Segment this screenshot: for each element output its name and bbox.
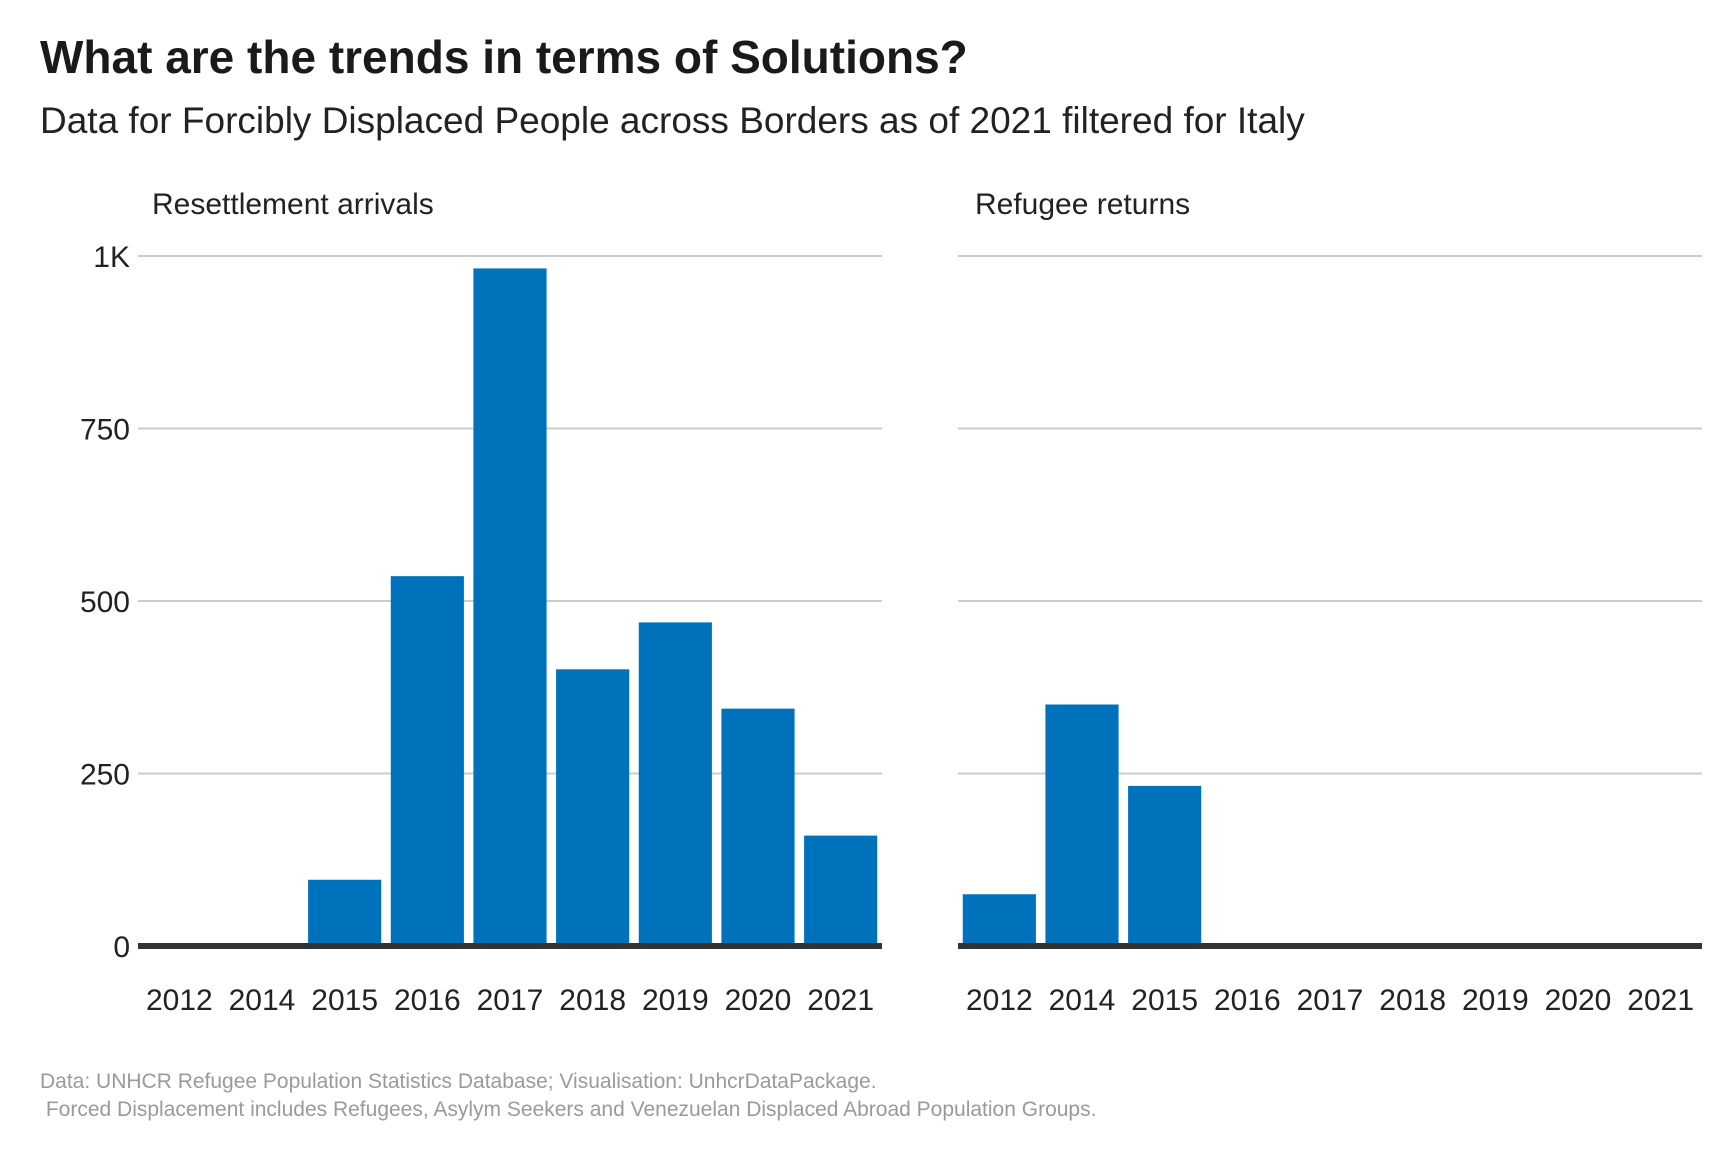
x-tick-label: 2021 — [807, 984, 874, 1017]
bar-returns-2012 — [962, 894, 1036, 946]
x-tick-label: 2018 — [1379, 984, 1446, 1017]
bar-resettlement-2015 — [308, 879, 382, 946]
chart-subtitle: Data for Forcibly Displaced People acros… — [40, 100, 1305, 141]
x-tick-label: 2016 — [394, 984, 461, 1017]
caption-note: Forced Displacement includes Refugees, A… — [40, 1098, 1097, 1121]
y-tick-label: 750 — [80, 414, 130, 447]
x-tick-label: 2014 — [1049, 984, 1116, 1017]
x-tick-label: 2018 — [559, 984, 626, 1017]
facet-title-resettlement: Resettlement arrivals — [152, 188, 434, 221]
x-tick-label: 2019 — [1462, 984, 1529, 1017]
x-tick-label: 2019 — [642, 984, 709, 1017]
bar-resettlement-2019 — [638, 622, 712, 946]
bar-resettlement-2018 — [556, 669, 630, 946]
x-tick-label: 2020 — [725, 984, 792, 1017]
x-tick-label: 2017 — [477, 984, 544, 1017]
x-tick-label: 2015 — [311, 984, 378, 1017]
y-tick-label: 0 — [113, 931, 130, 964]
x-tick-label: 2012 — [966, 984, 1033, 1017]
x-tick-label: 2020 — [1545, 984, 1612, 1017]
y-tick-label: 1K — [93, 241, 130, 274]
x-tick-label: 2016 — [1214, 984, 1281, 1017]
bar-resettlement-2016 — [390, 576, 464, 946]
x-tick-label: 2017 — [1297, 984, 1364, 1017]
x-tick-label: 2021 — [1627, 984, 1694, 1017]
y-tick-label: 500 — [80, 586, 130, 619]
x-tick-label: 2012 — [146, 984, 213, 1017]
bar-returns-2015 — [1128, 785, 1202, 946]
x-tick-label: 2014 — [229, 984, 296, 1017]
bar-resettlement-2017 — [473, 268, 547, 946]
chart-title: What are the trends in terms of Solution… — [40, 31, 968, 83]
bar-resettlement-2021 — [804, 835, 878, 946]
x-tick-label: 2015 — [1131, 984, 1198, 1017]
bar-returns-2014 — [1045, 704, 1119, 946]
caption-source: Data: UNHCR Refugee Population Statistic… — [40, 1070, 877, 1093]
y-tick-label: 250 — [80, 759, 130, 792]
facet-title-returns: Refugee returns — [975, 188, 1191, 221]
bar-resettlement-2020 — [721, 708, 795, 946]
